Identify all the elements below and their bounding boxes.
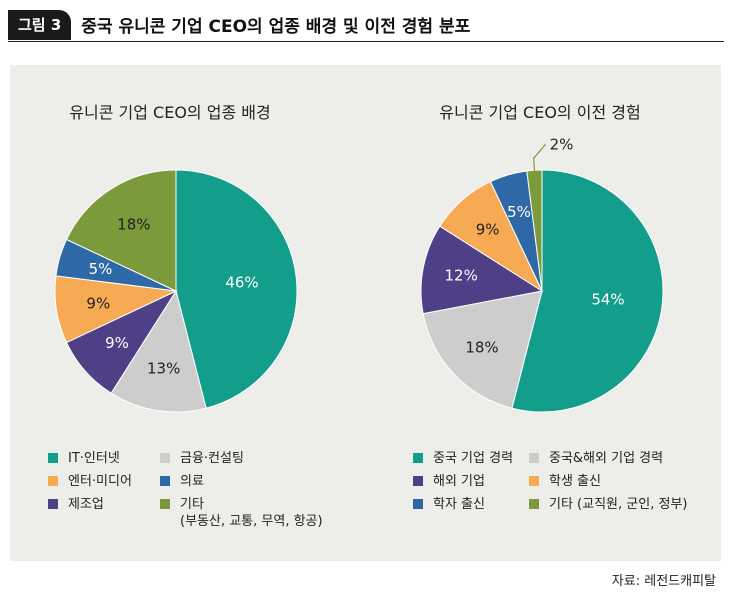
slice-value-label: 9% [476,220,500,238]
figure-title: 중국 유니콘 기업 CEO의 업종 배경 및 이전 경험 분포 [81,17,471,37]
legend-item: 중국&해외 기업 경력 [529,450,663,467]
legend-label: 학생 출신 [549,474,601,489]
slice-value-label: 9% [105,334,129,352]
legend-item: 중국 기업 경력 [413,450,513,467]
slice-value-label: 12% [445,267,478,285]
legend-item: 학생 출신 [529,473,601,490]
leader-line [533,143,547,179]
chart-title-industry: 유니콘 기업 CEO의 업종 배경 [69,103,270,122]
legend-swatch [160,499,170,509]
legend-item: 학자 출신 [413,496,485,513]
pie-industry: 46% 13% 9% 9% 5% 18% [54,169,298,413]
pie-slice [511,169,664,413]
legend-swatch [529,476,539,486]
legend-item: 금융·컨설팅 [160,450,244,467]
legend-swatch [160,476,170,486]
pie-slice [420,225,544,315]
chart-title-experience: 유니콘 기업 CEO의 이전 경험 [439,103,640,122]
slice-value-label: 5% [89,260,113,278]
legend-swatch [413,453,423,463]
legend-item: 엔터·미디어 [48,473,132,490]
slice-value-label: 54% [591,290,624,308]
slice-value-label: 13% [147,360,180,378]
legend-label: 제조업 [68,497,104,512]
figure-number-badge: 그림 3 [8,9,72,40]
legend-swatch [529,453,539,463]
legend-label: 금융·컨설팅 [180,451,244,466]
slice-value-label: 46% [225,274,258,292]
pie-slice [110,289,207,413]
pie-slice [175,169,298,409]
slice-value-label: 5% [507,203,531,221]
legend-label: 중국&해외 기업 경력 [549,451,664,466]
legend-label: 엔터·미디어 [68,474,132,489]
legend-swatch [48,476,58,486]
legend-swatch [48,453,58,463]
legend-label: 중국 기업 경력 [433,451,514,466]
legend-item: 기타 (부동산, 교통, 무역, 항공) [160,496,323,530]
slice-value-label: 18% [117,216,150,234]
legend-swatch [48,499,58,509]
legend-note: (부동산, 교통, 무역, 항공) [180,514,323,529]
legend-item: IT·인터넷 [48,450,120,467]
legend-item: 기타 (교직원, 군인, 정부) [529,496,687,513]
legend-label: 기타 (교직원, 군인, 정부) [549,497,688,512]
slice-value-label: 18% [465,338,498,356]
legend-label: IT·인터넷 [68,451,120,466]
slice-value-label: 2% [550,135,574,153]
legend-item: 해외 기업 [413,473,485,490]
legend-label: 의료 [180,474,204,489]
legend-label: 학자 출신 [433,497,485,512]
figure-header: 그림 3 중국 유니콘 기업 CEO의 업종 배경 및 이전 경험 분포 [8,8,724,42]
legend-item: 제조업 [48,496,104,513]
legend-swatch [413,476,423,486]
legend-swatch [413,499,423,509]
pie-slice [422,290,543,409]
pie-experience: 54% 18% 12% 9% 5% 2% [420,135,664,413]
legend-label: 해외 기업 [433,474,485,489]
slice-value-label: 9% [86,294,110,312]
legend-swatch [160,453,170,463]
legend-swatch [529,499,539,509]
legend-item: 의료 [160,473,204,490]
legend-label: 기타 (부동산, 교통, 무역, 항공) [180,497,323,529]
pie-slice [65,169,177,292]
source-note: 자료: 레전드캐피탈 [611,574,716,589]
